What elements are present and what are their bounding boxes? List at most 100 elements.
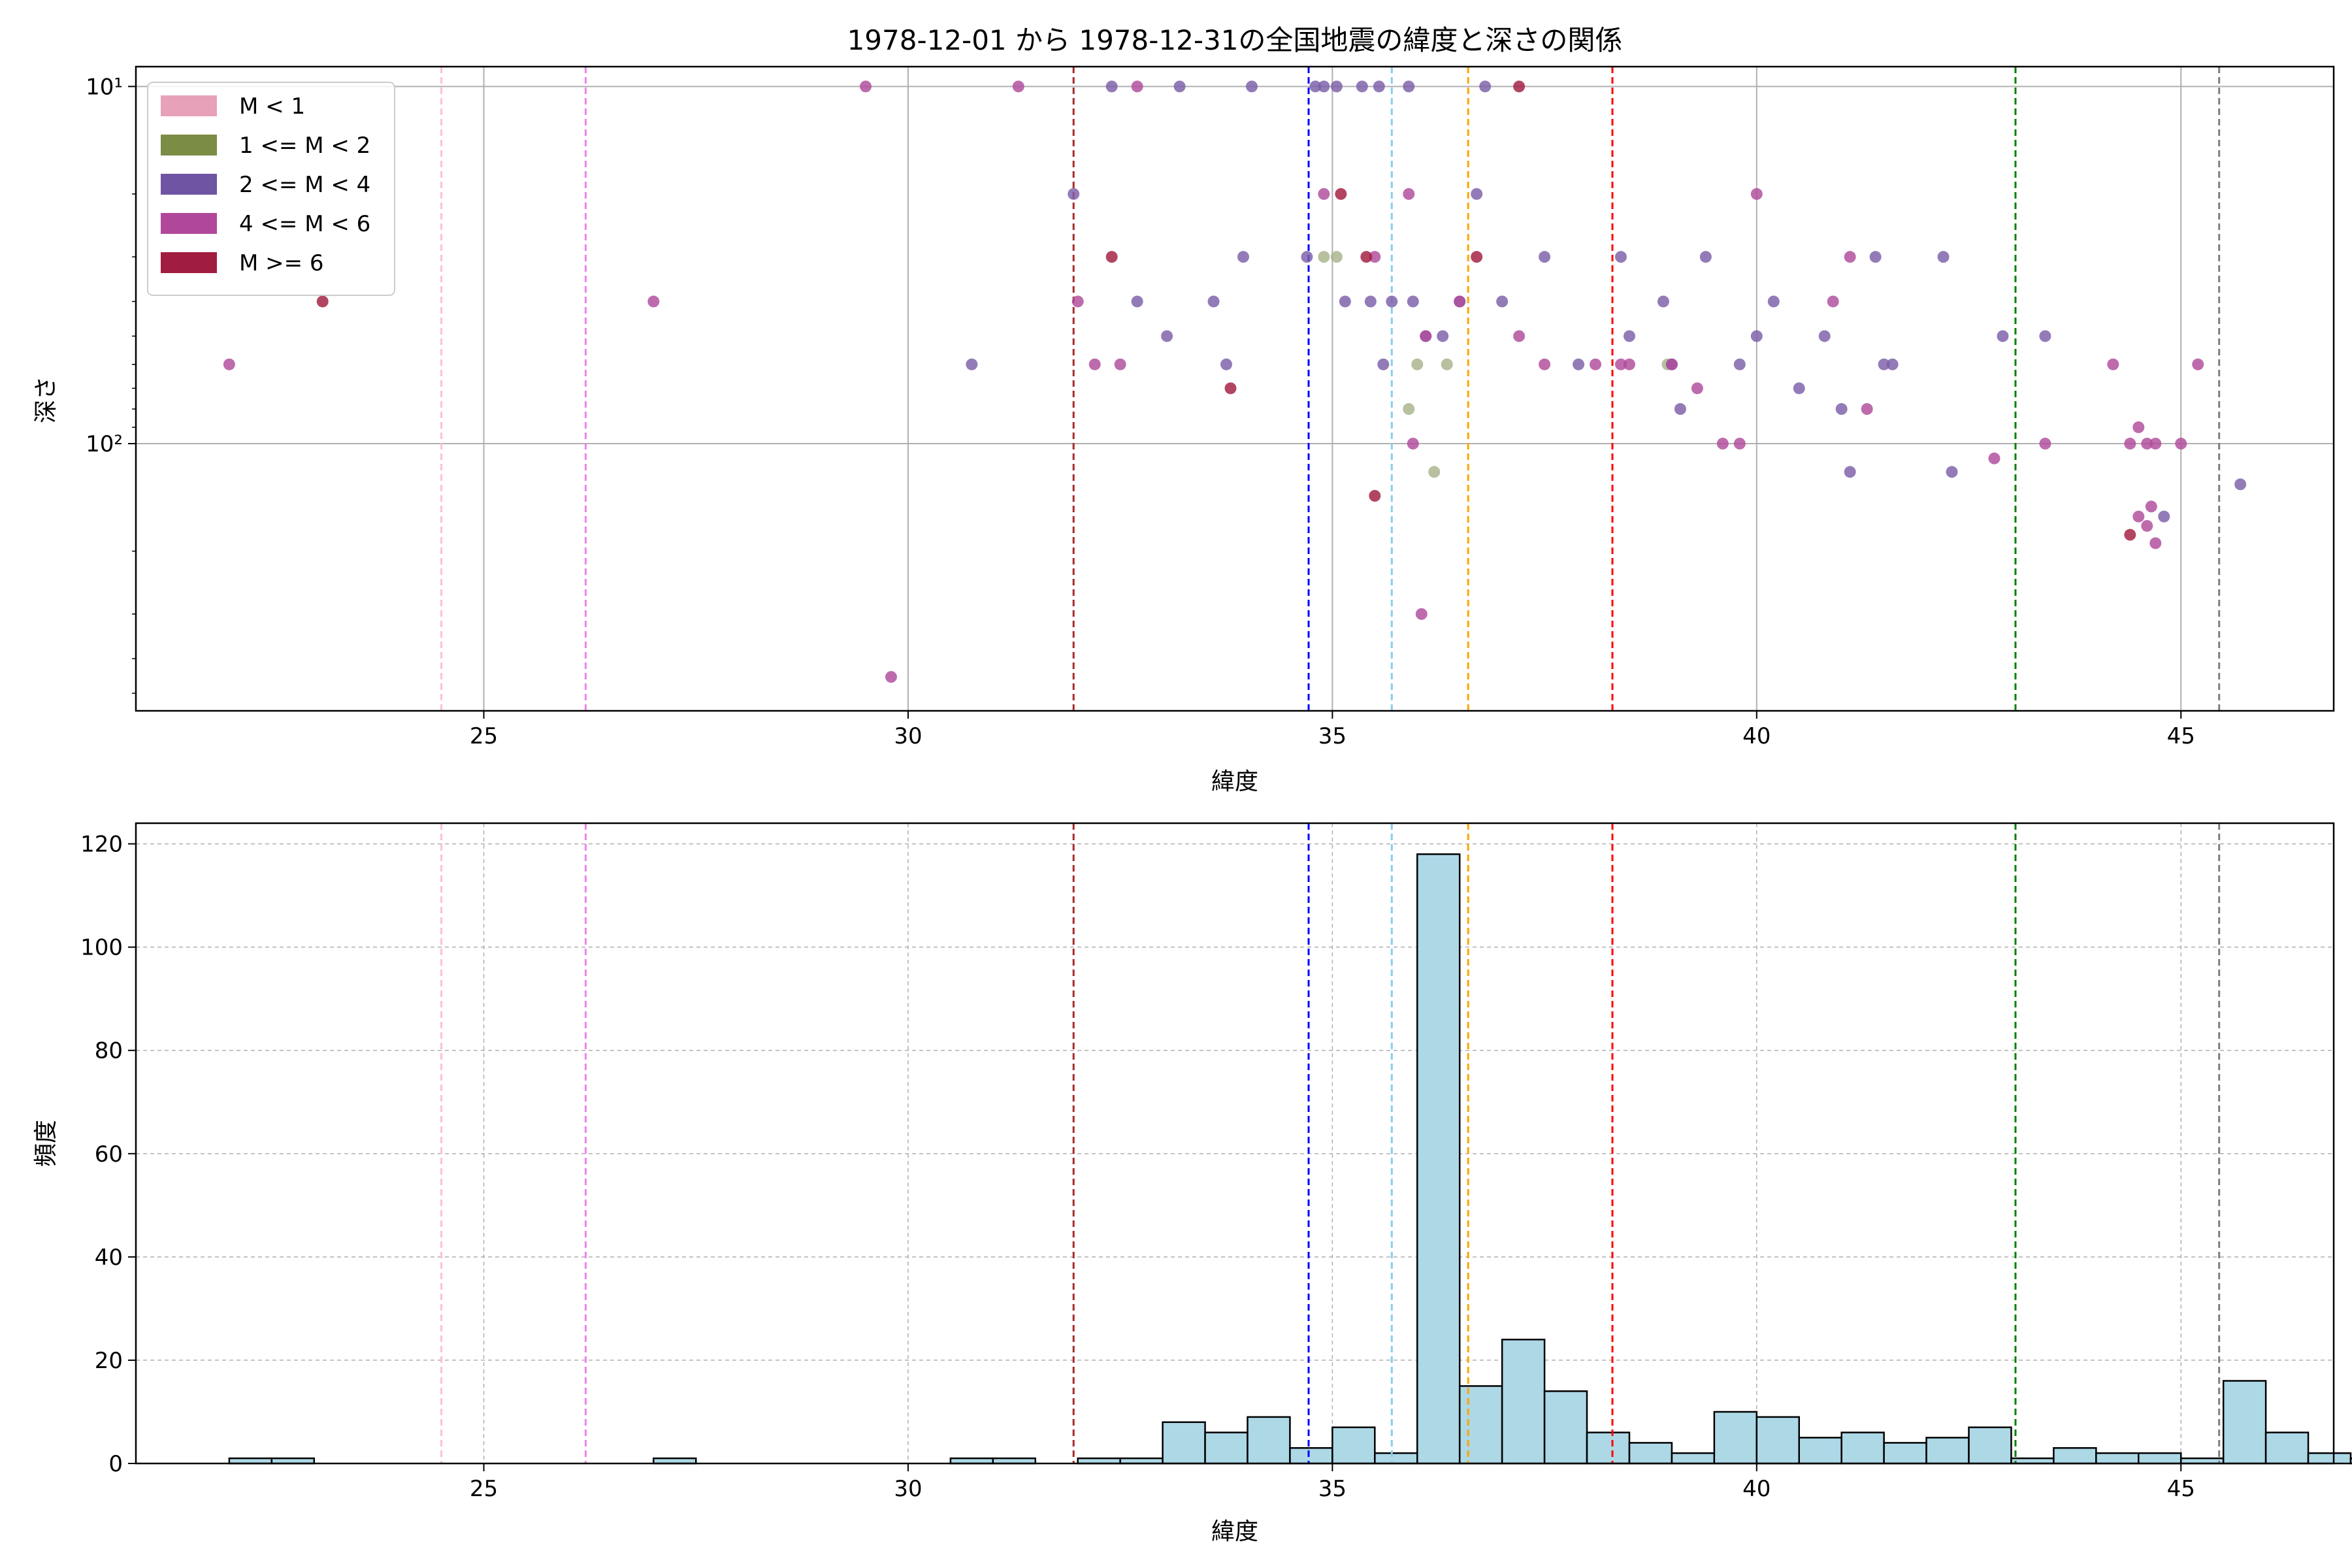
- scatter-y-tick-label: 10²: [86, 431, 123, 457]
- scatter-ylabel: 深さ: [33, 376, 59, 423]
- histogram-bar: [2138, 1452, 2182, 1465]
- histogram-x-tick-label: 40: [1742, 1476, 1771, 1502]
- histogram-bar: [2349, 1457, 2352, 1465]
- scatter-point: [1844, 466, 1856, 478]
- scatter-point: [1369, 251, 1381, 263]
- scatter-point: [1454, 295, 1466, 308]
- scatter-point: [1068, 188, 1080, 200]
- scatter-point: [2149, 537, 2162, 549]
- legend-swatch: [161, 252, 217, 273]
- scatter-point: [1012, 80, 1024, 93]
- scatter-point: [1407, 438, 1419, 450]
- scatter-point: [1539, 251, 1551, 263]
- scatter-point: [1691, 382, 1703, 395]
- scatter-point: [1173, 80, 1186, 93]
- histogram-x-tick-label: 25: [470, 1476, 498, 1502]
- scatter-point: [1793, 382, 1805, 395]
- scatter-point: [1330, 251, 1343, 263]
- histogram-bar: [2095, 1452, 2140, 1465]
- histogram-bar: [1671, 1452, 1716, 1465]
- scatter-point: [2039, 330, 2051, 342]
- scatter-point: [1573, 358, 1585, 370]
- legend-swatch: [161, 174, 217, 195]
- scatter-point: [647, 295, 660, 308]
- scatter-point: [2141, 438, 2153, 450]
- scatter-point: [1441, 358, 1453, 370]
- histogram-y-tick-label: 80: [95, 1038, 123, 1064]
- scatter-point: [1403, 188, 1415, 200]
- histogram-bar: [1840, 1431, 1885, 1465]
- scatter-point: [1750, 188, 1763, 200]
- scatter-point: [1437, 330, 1449, 342]
- scatter-point: [1827, 295, 1839, 308]
- scatter-point: [1835, 403, 1848, 416]
- histogram-bar: [1586, 1431, 1631, 1465]
- scatter-point: [966, 358, 978, 370]
- scatter-point: [1245, 80, 1258, 93]
- scatter-point: [885, 671, 897, 683]
- scatter-point: [1428, 466, 1441, 478]
- scatter-point: [1161, 330, 1173, 342]
- scatter-point: [2124, 438, 2136, 450]
- histogram-bar: [1289, 1447, 1333, 1465]
- scatter-point: [1301, 251, 1313, 263]
- scatter-point: [1733, 358, 1746, 370]
- histogram-bar: [1713, 1411, 1758, 1465]
- scatter-point: [2175, 438, 2187, 450]
- histogram-bar: [1331, 1426, 1376, 1465]
- scatter-point: [1364, 295, 1377, 308]
- scatter-point: [2149, 438, 2162, 450]
- histogram-bar: [1756, 1416, 1800, 1465]
- scatter-point: [1318, 188, 1330, 200]
- scatter-point: [1657, 295, 1669, 308]
- scatter-point: [1105, 80, 1118, 93]
- histogram-panel: 25 30 35 40 45 0 20 40 60 80 100 120: [80, 822, 2352, 1502]
- scatter-point: [2107, 358, 2119, 370]
- scatter-point: [1539, 358, 1551, 370]
- histogram-y-tick-label: 100: [80, 935, 123, 961]
- scatter-point: [2124, 529, 2136, 541]
- scatter-point: [1114, 358, 1126, 370]
- scatter-point: [2158, 510, 2170, 523]
- histogram-y-tick-label: 40: [95, 1245, 123, 1271]
- scatter-point: [1309, 80, 1322, 93]
- scatter-point: [1750, 330, 1763, 342]
- scatter-point: [1674, 403, 1686, 416]
- scatter-point: [1614, 251, 1627, 263]
- histogram-bar: [1204, 1431, 1249, 1465]
- scatter-point: [1071, 295, 1084, 308]
- scatter-x-tick-label: 35: [1318, 723, 1347, 749]
- scatter-point: [316, 295, 329, 308]
- legend-swatch: [161, 95, 217, 116]
- histogram-bar: [2307, 1452, 2352, 1465]
- legend-label: M < 1: [239, 93, 305, 120]
- legend-swatch: [161, 213, 217, 234]
- scatter-x-tick-label: 25: [470, 723, 498, 749]
- histogram-bar: [2264, 1431, 2310, 1465]
- scatter-point: [1373, 80, 1385, 93]
- scatter-point: [1318, 80, 1330, 93]
- scatter-point: [1471, 188, 1483, 200]
- histogram-bar: [1628, 1442, 1673, 1465]
- histogram-x-tick-label: 30: [894, 1476, 922, 1502]
- histogram-bar: [1543, 1390, 1588, 1465]
- scatter-y-tick-label: 10¹: [86, 74, 123, 100]
- scatter-point: [1818, 330, 1831, 342]
- scatter-xlabel: 緯度: [1211, 768, 1258, 795]
- scatter-point: [2132, 510, 2145, 523]
- scatter-point: [2145, 500, 2157, 513]
- scatter-point: [2141, 519, 2153, 532]
- histogram-bar: [1501, 1339, 1546, 1465]
- scatter-point: [1131, 80, 1143, 93]
- scatter-point: [1471, 251, 1483, 263]
- scatter-panel: 25 30 35 40 45 10¹ 10² M < 1 1 <= M < 2 2 <= M < …: [86, 65, 2335, 749]
- scatter-point: [1224, 382, 1237, 395]
- histogram-bar: [1798, 1437, 1842, 1465]
- legend-label: 1 <= M < 2: [239, 133, 370, 159]
- histogram-bar: [1883, 1442, 1927, 1465]
- scatter-point: [1415, 608, 1428, 620]
- scatter-point: [1844, 251, 1856, 263]
- scatter-point: [1318, 251, 1330, 263]
- legend-swatch: [161, 135, 217, 155]
